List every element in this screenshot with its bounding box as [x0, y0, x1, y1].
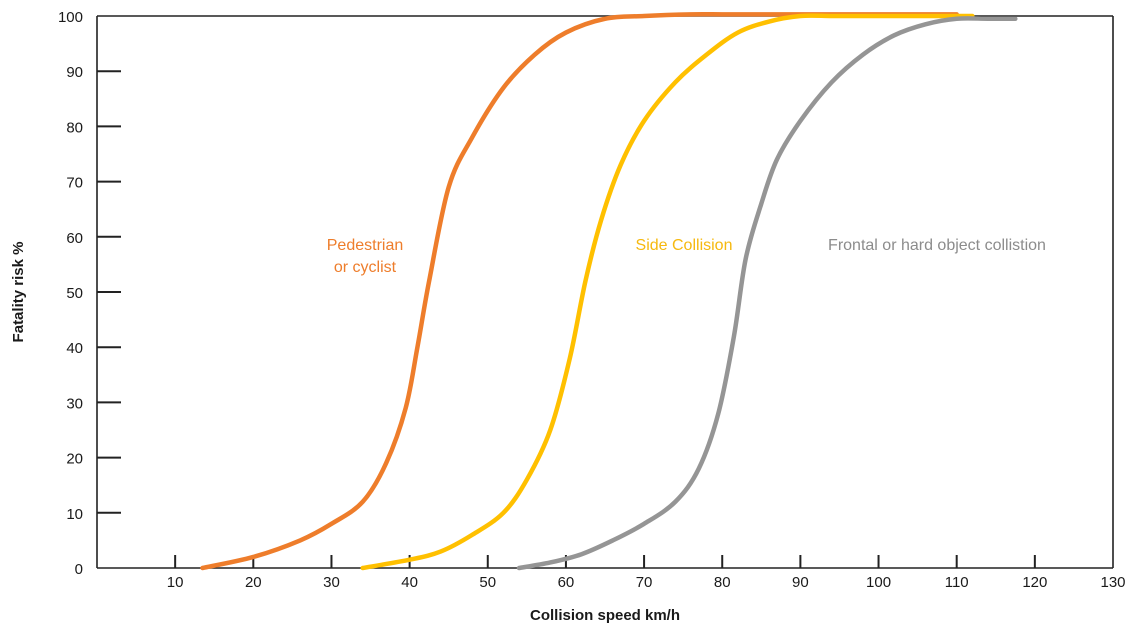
y-tick-label: 60 [66, 230, 83, 247]
x-tick-label: 90 [792, 574, 809, 591]
y-tick-label: 30 [66, 395, 83, 412]
x-tick-label: 60 [558, 574, 575, 591]
y-axis-title: Fatality risk % [10, 242, 27, 343]
x-tick-label: 120 [1022, 574, 1047, 591]
x-tick-label: 110 [945, 574, 969, 591]
x-tick-label: 100 [866, 574, 891, 591]
series-label-line: Frontal or hard object collistion [828, 237, 1046, 254]
x-tick-label: 30 [323, 574, 340, 591]
x-tick-label: 70 [636, 574, 653, 591]
x-tick-label: 80 [714, 574, 731, 591]
x-tick-label: 50 [479, 574, 496, 591]
y-tick-label: 50 [66, 285, 83, 302]
y-tick-label: 0 [75, 561, 83, 578]
series-line-frontal-collision [516, 16, 1018, 571]
x-tick-label: 10 [167, 574, 184, 591]
axes: 0 10 20 30 40 50 60 70 80 90 100 10 20 30 40 50 60 70 80 90… [58, 9, 1126, 591]
x-axis-title: Collision speed km/h [530, 607, 680, 624]
x-tick-label: 20 [245, 574, 262, 591]
x-tick-label: 130 [1100, 574, 1125, 591]
series-line-pedestrian-cyclist [200, 11, 959, 571]
y-tick-label: 100 [58, 9, 83, 26]
series-label-side-collision: Side Collision [636, 237, 733, 254]
y-tick-label: 40 [66, 340, 83, 357]
series-label-frontal-collision: Frontal or hard object collistion [828, 237, 1046, 254]
y-tick-label: 80 [66, 119, 83, 136]
series-labels: Pedestrian or cyclist Side Collision Fronta… [327, 237, 1046, 276]
series-label-line: or cyclist [334, 259, 397, 276]
series-line-side-collision [360, 13, 975, 571]
y-tick-label: 90 [66, 64, 83, 81]
series-label-pedestrian-cyclist: Pedestrian or cyclist [327, 237, 404, 276]
y-tick-label: 10 [66, 506, 83, 523]
series-label-line: Pedestrian [327, 237, 404, 254]
series-label-line: Side Collision [636, 237, 733, 254]
y-tick-label: 20 [66, 451, 83, 468]
y-tick-label: 70 [66, 175, 83, 192]
series-layer [200, 11, 1018, 571]
x-tick-label: 40 [401, 574, 418, 591]
